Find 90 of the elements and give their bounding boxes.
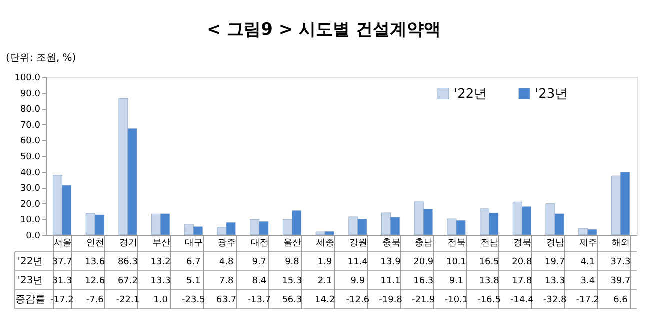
chart-title: < 그림9 > 시도별 건설계약액 [207, 20, 441, 40]
data-label: 13.6 [85, 258, 106, 268]
data-label: 37.3 [610, 258, 631, 268]
text: 증감률 [16, 294, 46, 306]
y-tick-label: 80.0 [20, 105, 41, 116]
text: -32.8 [543, 296, 567, 306]
data-label: 67.2 [118, 276, 138, 286]
y-axis-title: (단위: 조원, %) [6, 53, 76, 64]
data-label: 13.8 [479, 276, 500, 286]
data-label: 17.8 [512, 276, 532, 286]
y-tick-label: 20.0 [20, 200, 41, 210]
legend-label: '22년 [454, 86, 488, 102]
x-tick-label: 경기 [119, 238, 138, 248]
data-label: 13.3 [150, 276, 171, 286]
x-tick-label: 강원 [349, 238, 368, 248]
data-label: 5.1 [186, 276, 201, 286]
text: -17.2 [50, 296, 74, 306]
data-label: 11.1 [380, 276, 401, 286]
data-label: 8.4 [252, 276, 267, 286]
data-label: 12.6 [85, 276, 106, 286]
y-tick-label: 90.0 [20, 89, 41, 100]
data-label: 20.9 [414, 258, 434, 268]
data-label: 4.8 [219, 258, 234, 268]
data-label: 86.3 [118, 258, 138, 268]
x-tick-label: 서울 [54, 238, 72, 248]
data-label: 3.4 [580, 276, 596, 286]
text: -22.1 [116, 296, 140, 306]
x-tick-label: 부산 [152, 238, 170, 248]
text: -14.4 [510, 296, 534, 306]
legend-label: '23년 [535, 86, 568, 102]
text: -12.6 [346, 296, 370, 306]
text: 14.2 [315, 296, 336, 306]
x-tick-label: 대전 [250, 238, 269, 248]
text: -10.1 [444, 296, 468, 306]
y-tick-label: 60.0 [20, 136, 41, 147]
text: -21.9 [412, 296, 436, 306]
y-tick-label: 100.0 [14, 74, 41, 84]
data-label: 1.9 [318, 258, 332, 268]
y-tick-label: 50.0 [20, 152, 41, 162]
x-tick-label: 광주 [218, 238, 236, 248]
y-tick-label: 0.0 [26, 232, 41, 242]
data-label: 13.2 [150, 258, 171, 268]
text: 6.6 [614, 296, 628, 306]
data-label: 20.8 [512, 258, 532, 268]
y-tick-label: 70.0 [20, 120, 41, 131]
data-label: 9.9 [350, 276, 366, 286]
x-tick-label: 울산 [284, 238, 302, 248]
data-label: 4.1 [580, 258, 596, 268]
x-tick-label: 충남 [415, 238, 434, 248]
y-tick-label: 30.0 [20, 184, 41, 194]
data-label: 13.9 [380, 258, 402, 268]
data-label: 13.3 [545, 276, 566, 286]
y-tick-label: 40.0 [20, 168, 41, 178]
text: '22년 [18, 256, 44, 268]
x-tick-label: 해외 [612, 238, 630, 248]
data-label: 11.4 [348, 258, 368, 268]
data-label: 31.3 [52, 276, 72, 286]
text: -17.2 [576, 296, 600, 306]
x-tick-label: 인천 [86, 238, 105, 248]
data-label: 15.3 [282, 276, 302, 286]
data-label: 2.1 [318, 276, 332, 286]
x-tick-label: 경남 [546, 238, 565, 248]
data-label: 10.1 [446, 258, 467, 268]
text: 63.7 [216, 296, 237, 306]
x-tick-label: 전남 [480, 238, 499, 248]
x-tick-label: 경북 [514, 238, 532, 248]
data-label: 16.3 [414, 276, 434, 286]
data-label: 19.7 [545, 258, 566, 268]
data-label: 37.7 [52, 258, 72, 268]
data-label: 39.7 [610, 276, 631, 286]
data-label: 16.5 [479, 258, 500, 268]
text: 1.0 [154, 296, 168, 306]
text: -16.5 [478, 296, 501, 306]
data-label: 9.7 [252, 258, 267, 268]
text: -23.5 [182, 296, 206, 306]
x-tick-label: 전북 [448, 238, 466, 248]
text: '23년 [18, 276, 44, 286]
data-label: 9.1 [449, 276, 464, 286]
data-label: 6.7 [186, 258, 201, 268]
data-label: 9.8 [285, 258, 300, 268]
data-label: 7.8 [219, 276, 234, 286]
text: -13.7 [248, 296, 272, 306]
text: 56.3 [282, 296, 302, 306]
y-tick-label: 10.0 [20, 216, 41, 226]
x-tick-label: 대구 [185, 238, 204, 248]
text: -7.6 [86, 296, 104, 306]
x-tick-label: 제주 [579, 238, 598, 248]
x-tick-label: 충북 [382, 238, 400, 248]
x-tick-label: 세종 [316, 238, 335, 248]
text: -19.8 [379, 296, 403, 306]
